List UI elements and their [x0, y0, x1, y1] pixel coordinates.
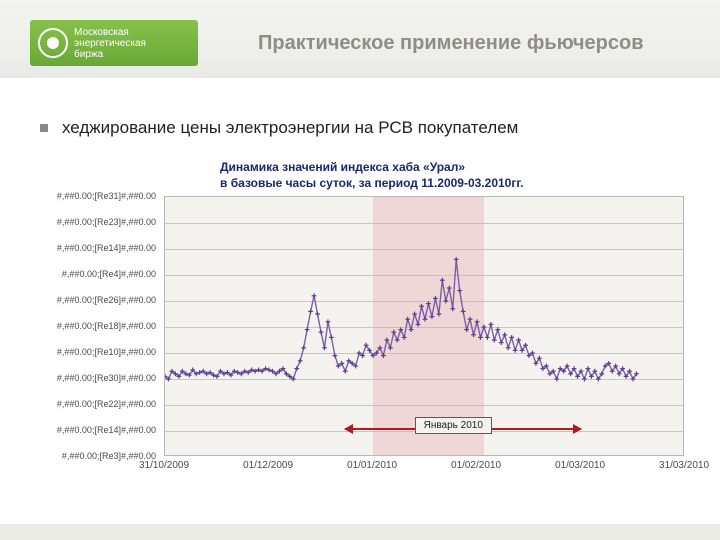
chart-plot: #,##0.00;[Re31]#,##0.00#,##0.00;[Re23]#,… — [30, 196, 690, 476]
bullet-item: хеджирование цены электроэнергии на РСВ … — [40, 118, 680, 138]
x-axis-labels: 31/10/200901/12/200901/01/201001/02/2010… — [164, 460, 684, 476]
x-tick-label: 31/03/2010 — [659, 460, 709, 471]
y-axis-labels: #,##0.00;[Re31]#,##0.00#,##0.00;[Re23]#,… — [30, 196, 160, 456]
x-tick-label: 01/03/2010 — [555, 460, 605, 471]
x-tick-label: 01/02/2010 — [451, 460, 501, 471]
logo-icon — [38, 28, 68, 58]
y-tick-label: #,##0.00;[Re4]#,##0.00 — [62, 269, 156, 279]
bullet-marker-icon — [40, 124, 48, 132]
x-tick-label: 01/01/2010 — [347, 460, 397, 471]
footer-bar — [0, 524, 720, 540]
x-tick-label: 31/10/2009 — [139, 460, 189, 471]
annotation-label: Январь 2010 — [415, 417, 492, 434]
x-tick-label: 01/12/2009 — [243, 460, 293, 471]
y-tick-label: #,##0.00;[Re23]#,##0.00 — [57, 217, 156, 227]
y-tick-label: #,##0.00;[Re31]#,##0.00 — [57, 191, 156, 201]
y-tick-label: #,##0.00;[Re18]#,##0.00 — [57, 321, 156, 331]
logo: Московская энергетическая биржа — [30, 20, 198, 66]
y-tick-label: #,##0.00;[Re22]#,##0.00 — [57, 399, 156, 409]
y-tick-label: #,##0.00;[Re30]#,##0.00 — [57, 373, 156, 383]
slide-title: Практическое применение фьючерсов — [258, 32, 700, 55]
bullet-text: хеджирование цены электроэнергии на РСВ … — [62, 118, 518, 138]
chart-subtitle: в базовые часы суток, за период 11.2009-… — [220, 176, 690, 190]
y-tick-label: #,##0.00;[Re26]#,##0.00 — [57, 295, 156, 305]
y-tick-label: #,##0.00;[Re14]#,##0.00 — [57, 243, 156, 253]
chart-grid: Январь 2010 — [164, 196, 684, 456]
y-tick-label: #,##0.00;[Re14]#,##0.00 — [57, 425, 156, 435]
logo-text: Московская энергетическая биржа — [74, 27, 146, 60]
y-tick-label: #,##0.00;[Re10]#,##0.00 — [57, 347, 156, 357]
chart: Динамика значений индекса хаба «Урал» в … — [30, 160, 690, 498]
chart-title: Динамика значений индекса хаба «Урал» — [220, 160, 690, 174]
